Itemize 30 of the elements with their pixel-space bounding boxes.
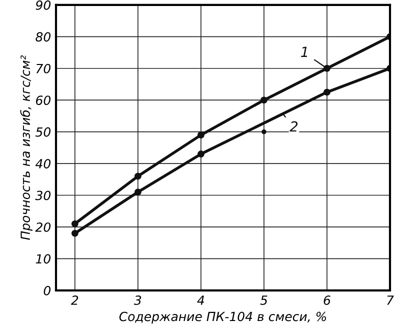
point [197, 150, 204, 158]
y-tick-label: 10 [36, 254, 51, 264]
point [134, 172, 142, 180]
y-tick-label: 60 [36, 96, 51, 106]
y-tick-label: 70 [36, 64, 51, 74]
point [262, 129, 266, 134]
x-tick-label: 7 [387, 296, 394, 305]
y-tick-label: 90 [36, 0, 51, 10]
point [134, 188, 142, 196]
legend-label: 2 [290, 121, 298, 132]
point [260, 96, 268, 104]
x-tick-label: 6 [324, 295, 330, 305]
y-axis-title: Прочность на изгиб, кгс/см² [20, 55, 32, 240]
y-tick-label: 0 [44, 286, 51, 296]
x-tick-label: 4 [197, 296, 204, 305]
y-tick-label: 80 [36, 32, 51, 42]
point [324, 88, 330, 96]
y-tick-label: 40 [35, 159, 51, 168]
y-tick-label: 30 [35, 190, 51, 200]
x-tick-label: 2 [70, 295, 78, 305]
point [71, 220, 78, 228]
x-axis-title: Содержание ПК-104 в смеси, % [119, 312, 326, 324]
point [197, 132, 204, 138]
y-tick-label: 50 [35, 127, 51, 137]
x-tick-label: 3 [134, 295, 142, 305]
point [71, 230, 78, 237]
point [324, 64, 330, 72]
series-label: 1 [301, 46, 308, 57]
y-tick-label: 20 [35, 222, 51, 232]
x-tick-label: 5 [260, 296, 268, 305]
